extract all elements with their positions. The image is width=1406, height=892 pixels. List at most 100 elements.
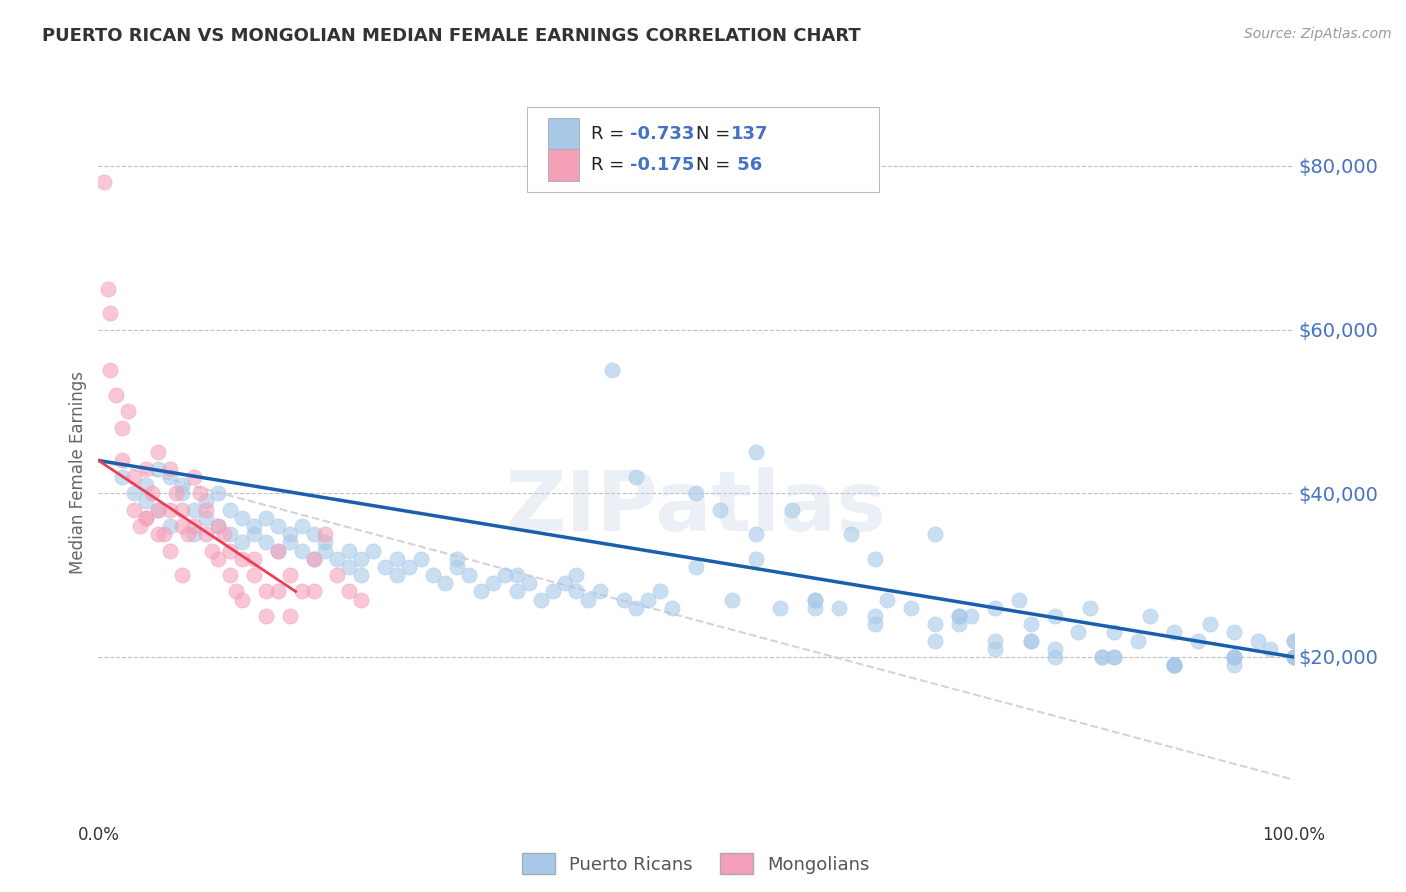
Text: N =: N = bbox=[696, 156, 735, 174]
Point bbox=[350, 551, 373, 566]
Point bbox=[302, 584, 325, 599]
Point bbox=[589, 584, 612, 599]
Point bbox=[207, 551, 229, 566]
Point bbox=[804, 592, 827, 607]
Point bbox=[385, 568, 409, 582]
Point bbox=[1163, 658, 1185, 673]
Point bbox=[1163, 625, 1185, 640]
Text: Source: ZipAtlas.com: Source: ZipAtlas.com bbox=[1244, 27, 1392, 41]
Point bbox=[148, 502, 170, 516]
Point bbox=[839, 527, 862, 541]
Point bbox=[1043, 609, 1066, 624]
Point bbox=[207, 519, 229, 533]
Point bbox=[124, 502, 146, 516]
Point bbox=[350, 592, 373, 607]
Point bbox=[458, 568, 481, 582]
Point bbox=[768, 600, 790, 615]
Legend: Puerto Ricans, Mongolians: Puerto Ricans, Mongolians bbox=[515, 846, 877, 881]
Point bbox=[326, 568, 349, 582]
Point bbox=[1091, 649, 1114, 664]
Point bbox=[745, 551, 768, 566]
Point bbox=[326, 551, 349, 566]
Point bbox=[219, 543, 242, 558]
Point bbox=[290, 584, 312, 599]
Point bbox=[98, 306, 122, 320]
Point bbox=[267, 584, 290, 599]
Point bbox=[1102, 625, 1125, 640]
Point bbox=[648, 584, 672, 599]
Text: 56: 56 bbox=[731, 156, 762, 174]
Point bbox=[315, 543, 337, 558]
Point bbox=[1163, 658, 1185, 673]
Point bbox=[1282, 649, 1305, 664]
Point bbox=[337, 543, 360, 558]
Point bbox=[254, 535, 277, 549]
Point bbox=[863, 617, 886, 632]
Point bbox=[148, 461, 170, 475]
Point bbox=[111, 421, 134, 435]
Point bbox=[1163, 658, 1185, 673]
Point bbox=[1282, 649, 1305, 664]
Point bbox=[172, 568, 194, 582]
Point bbox=[1102, 649, 1125, 664]
Point bbox=[948, 609, 970, 624]
Point bbox=[278, 535, 301, 549]
Point bbox=[637, 592, 659, 607]
Point bbox=[1019, 633, 1042, 648]
Point bbox=[231, 510, 253, 524]
Point bbox=[863, 609, 886, 624]
Point bbox=[721, 592, 744, 607]
Point bbox=[172, 519, 194, 533]
Point bbox=[98, 363, 122, 377]
Point bbox=[1222, 649, 1246, 664]
Point bbox=[302, 551, 325, 566]
Point bbox=[243, 568, 266, 582]
Point bbox=[267, 543, 290, 558]
Point bbox=[1198, 617, 1220, 632]
Point bbox=[194, 527, 217, 541]
Point bbox=[385, 551, 409, 566]
Point bbox=[219, 502, 242, 516]
Point bbox=[685, 486, 707, 500]
Point bbox=[876, 592, 898, 607]
Point bbox=[111, 470, 134, 484]
Point bbox=[948, 617, 970, 632]
Point bbox=[172, 502, 194, 516]
Point bbox=[148, 527, 170, 541]
Point bbox=[1222, 649, 1246, 664]
Point bbox=[1187, 633, 1209, 648]
Point bbox=[745, 445, 768, 459]
Point bbox=[924, 527, 946, 541]
Point bbox=[780, 502, 803, 516]
Y-axis label: Median Female Earnings: Median Female Earnings bbox=[69, 371, 87, 574]
Point bbox=[148, 502, 170, 516]
Point bbox=[153, 527, 176, 541]
Point bbox=[183, 527, 205, 541]
Point bbox=[1043, 641, 1066, 656]
Point bbox=[135, 478, 157, 492]
Point bbox=[1282, 633, 1305, 648]
Text: N =: N = bbox=[696, 125, 735, 143]
Point bbox=[135, 510, 157, 524]
Point bbox=[624, 470, 647, 484]
Point bbox=[105, 388, 128, 402]
Point bbox=[148, 445, 170, 459]
Point bbox=[661, 600, 683, 615]
Point bbox=[207, 486, 229, 500]
Point bbox=[1019, 633, 1042, 648]
Point bbox=[924, 633, 946, 648]
Point bbox=[278, 609, 301, 624]
Point bbox=[219, 527, 242, 541]
Point bbox=[470, 584, 492, 599]
Point bbox=[194, 510, 217, 524]
Text: ZIPatlas: ZIPatlas bbox=[506, 467, 886, 548]
Point bbox=[225, 584, 247, 599]
Point bbox=[231, 592, 253, 607]
Point bbox=[398, 560, 420, 574]
Point bbox=[129, 519, 152, 533]
Point bbox=[446, 560, 468, 574]
Point bbox=[600, 363, 623, 377]
Point bbox=[165, 486, 187, 500]
Point bbox=[565, 584, 588, 599]
Point bbox=[135, 510, 157, 524]
